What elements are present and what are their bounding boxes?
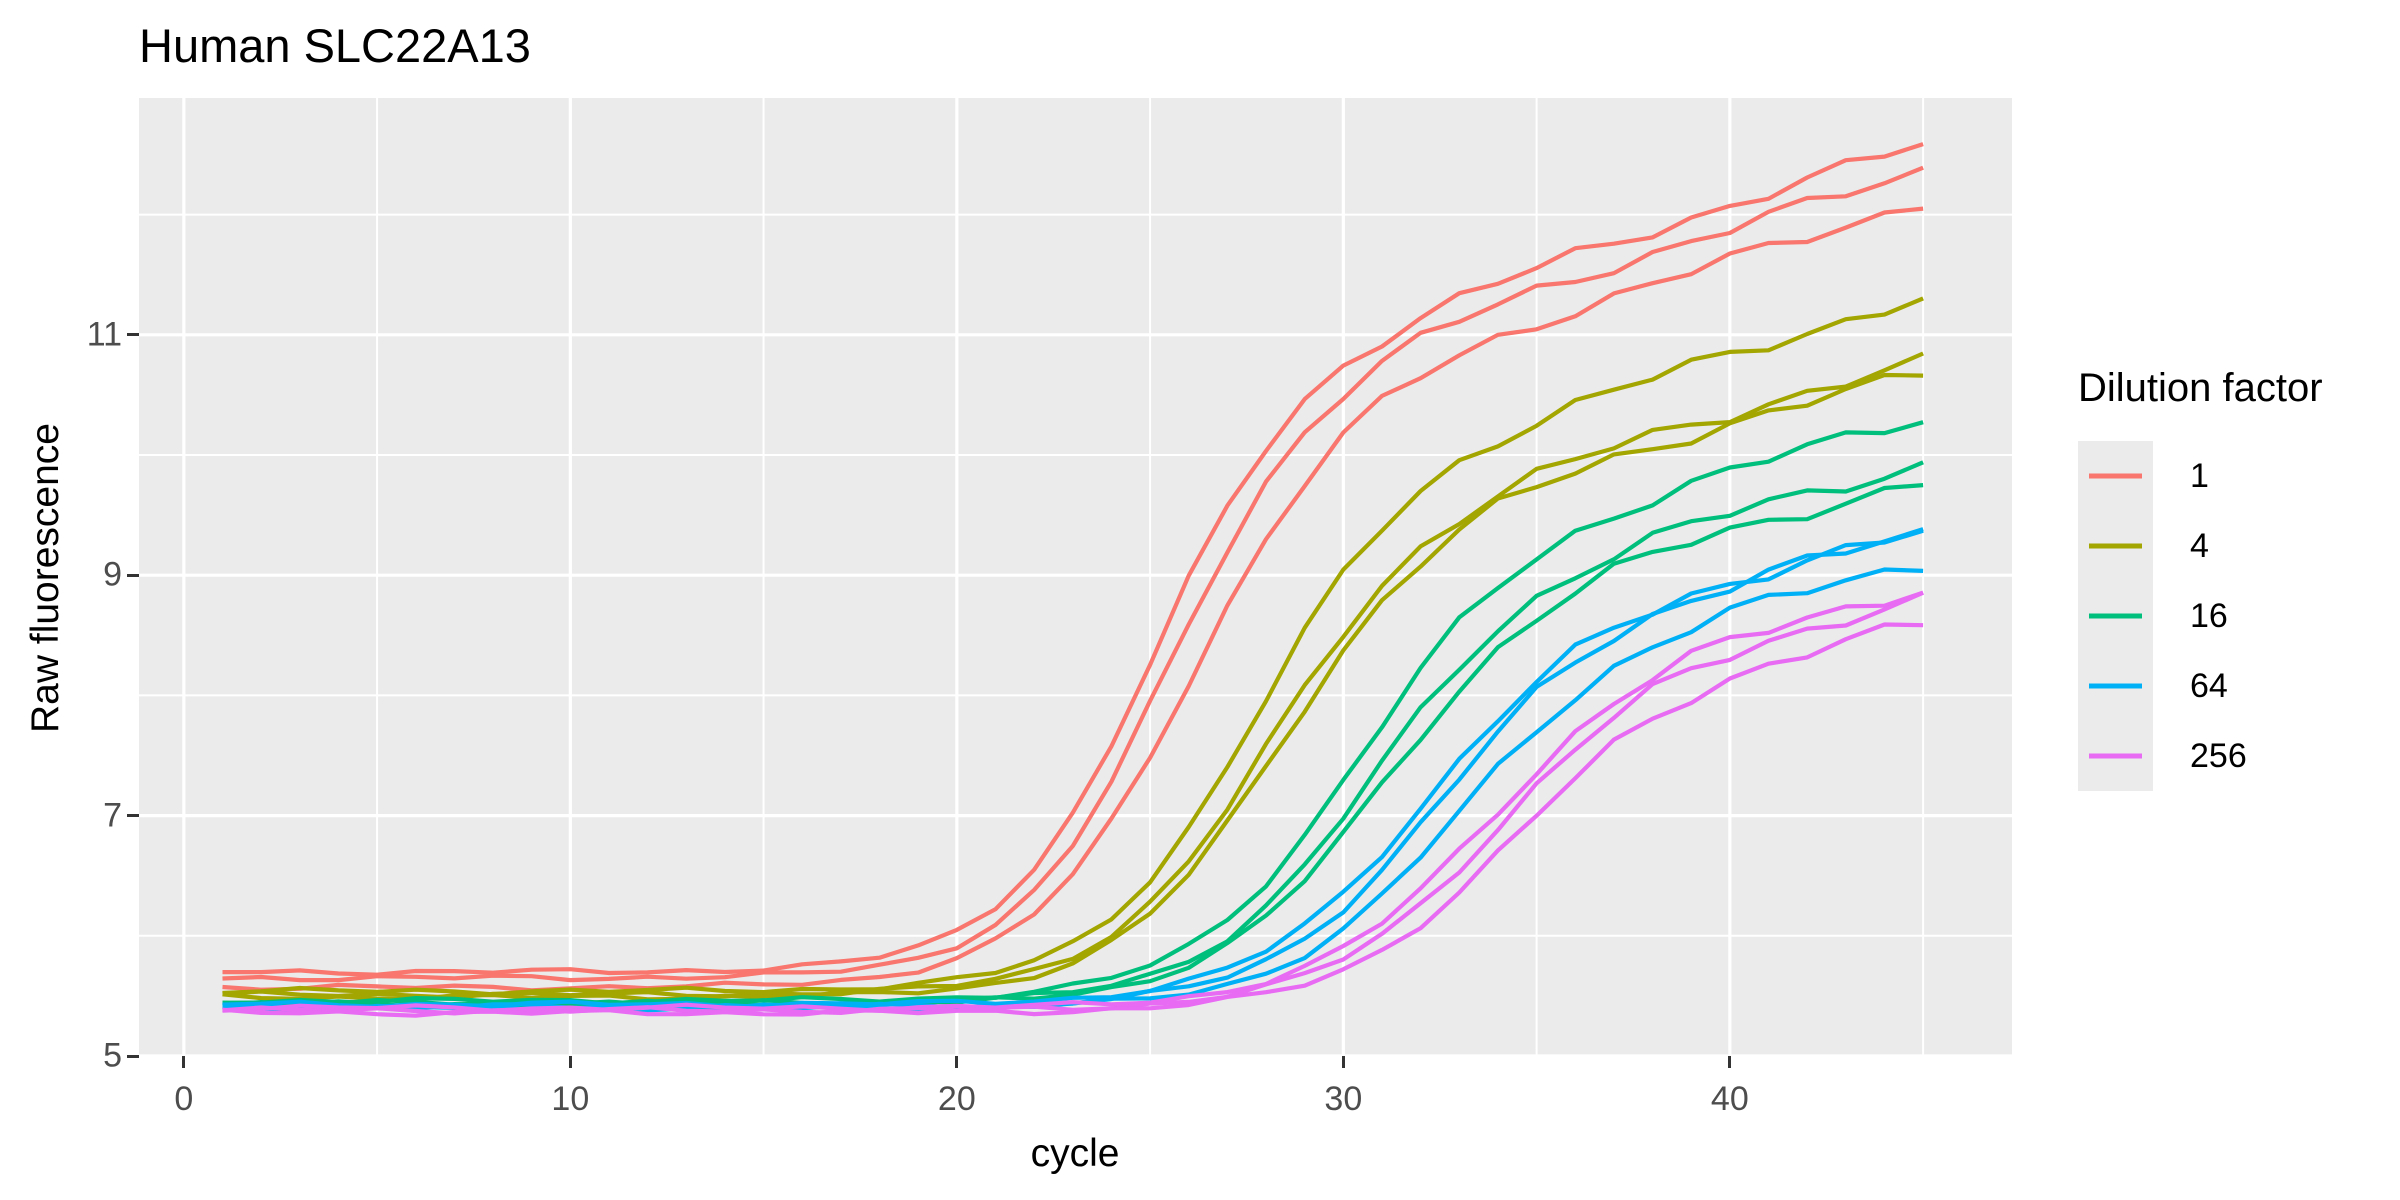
amplification-curve-dilution-4 <box>222 296 1924 997</box>
amplification-curve-dilution-4 <box>222 372 1924 1002</box>
x-tick-label-20: 20 <box>937 1080 976 1118</box>
y-tick-label-7: 7 <box>103 796 122 835</box>
legend-line-swatch <box>2089 753 2142 759</box>
x-tick-mark <box>568 1056 572 1068</box>
amplification-curve-dilution-1 <box>222 206 1924 993</box>
legend: Dilution factor 1 4 16 64 256 <box>2078 366 2323 791</box>
legend-label: 16 <box>2190 596 2228 635</box>
legend-entry-64: 64 <box>2078 651 2323 721</box>
legend-entry-256: 256 <box>2078 721 2323 791</box>
legend-label: 256 <box>2190 736 2247 775</box>
amplification-curve-dilution-16 <box>222 483 1924 1010</box>
legend-label: 4 <box>2190 526 2209 565</box>
amplification-curve-dilution-4 <box>222 351 1924 1000</box>
legend-key <box>2078 441 2153 511</box>
legend-line-swatch <box>2089 613 2142 619</box>
x-tick-mark <box>955 1056 959 1068</box>
y-tick-label-11: 11 <box>86 315 122 354</box>
x-tick-label-30: 30 <box>1324 1080 1363 1118</box>
legend-line-swatch <box>2089 473 2142 479</box>
amplification-curve-dilution-256 <box>222 622 1924 1018</box>
legend-line-swatch <box>2089 543 2142 549</box>
x-tick-mark <box>1728 1056 1732 1068</box>
amplification-curve-dilution-1 <box>222 165 1924 983</box>
legend-entry-16: 16 <box>2078 581 2323 651</box>
y-tick-mark <box>127 814 139 818</box>
amplification-curve-dilution-16 <box>222 460 1924 1009</box>
amplification-curve-dilution-256 <box>222 590 1924 1013</box>
legend-key <box>2078 511 2153 581</box>
y-tick-mark <box>127 1054 139 1058</box>
plot-panel <box>139 98 2012 1056</box>
x-tick-label-0: 0 <box>174 1080 194 1118</box>
amplification-curve-dilution-1 <box>222 142 1924 977</box>
x-axis-title: cycle <box>1030 1132 1120 1175</box>
legend-key <box>2078 651 2153 721</box>
legend-title: Dilution factor <box>2078 366 2323 410</box>
y-tick-label-5: 5 <box>103 1036 122 1075</box>
legend-label: 64 <box>2190 666 2228 705</box>
legend-entries: 1 4 16 64 256 <box>2078 441 2323 791</box>
legend-label: 1 <box>2190 456 2209 495</box>
legend-key <box>2078 581 2153 651</box>
amplification-curve-dilution-256 <box>222 590 1924 1016</box>
legend-key <box>2078 721 2153 791</box>
legend-entry-4: 4 <box>2078 511 2323 581</box>
plot-canvas <box>139 98 2012 1056</box>
legend-line-swatch <box>2089 683 2142 689</box>
amplification-curve-dilution-64 <box>222 527 1924 1012</box>
x-tick-mark <box>182 1056 186 1068</box>
x-tick-label-40: 40 <box>1710 1080 1749 1118</box>
x-tick-mark <box>1341 1056 1345 1068</box>
x-tick-label-10: 10 <box>551 1080 590 1118</box>
y-tick-mark <box>127 333 139 337</box>
y-tick-mark <box>127 573 139 577</box>
amplification-curve-dilution-64 <box>222 567 1924 1013</box>
page-title: Human SLC22A13 <box>139 19 531 72</box>
y-tick-label-9: 9 <box>103 555 122 594</box>
legend-entry-1: 1 <box>2078 441 2323 511</box>
